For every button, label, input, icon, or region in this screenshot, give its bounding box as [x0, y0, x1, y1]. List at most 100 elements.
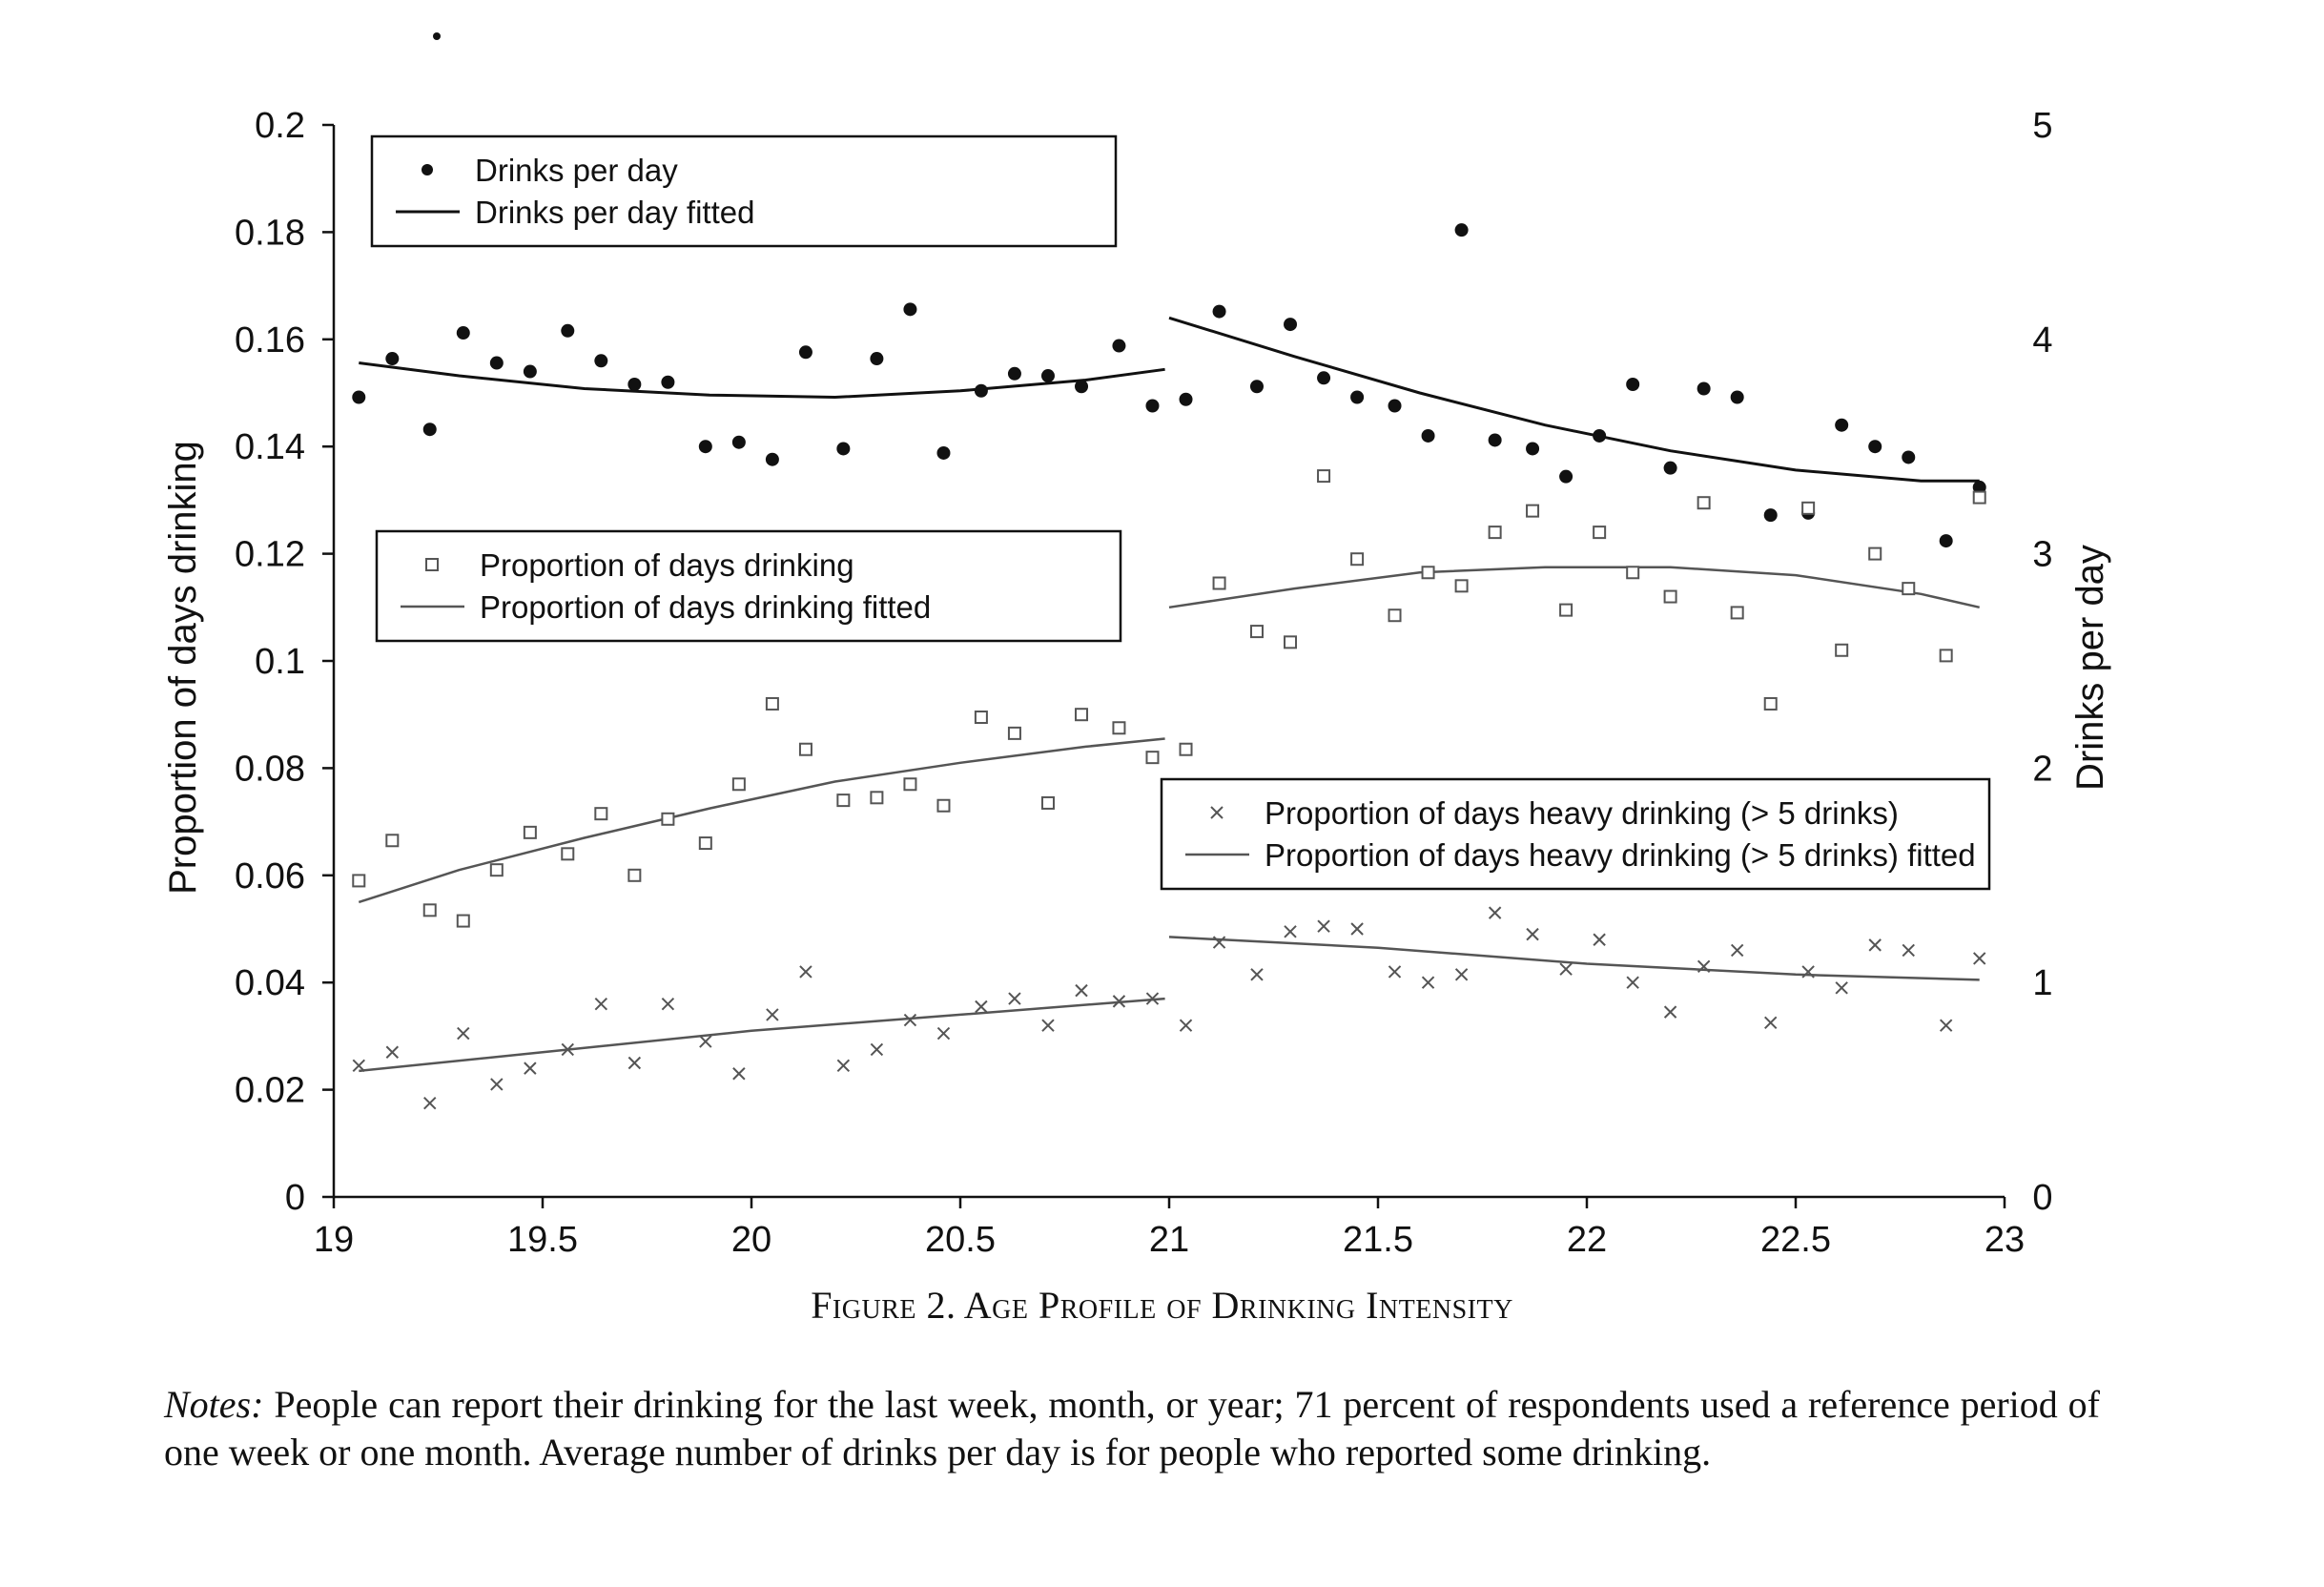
- y-tick-label: 0.12: [235, 535, 305, 575]
- proportion-drinking-point: [1526, 504, 1540, 518]
- y-tick-label: 0.14: [235, 427, 305, 467]
- heavy-drinking-point: [732, 1067, 746, 1081]
- drinks-per-day-point: [1663, 461, 1677, 475]
- proportion-drinking-point: [1488, 526, 1502, 540]
- drinks-per-day-point: [661, 375, 675, 389]
- y-tick-label: 0: [285, 1178, 305, 1218]
- drinks-per-day-point: [1112, 339, 1126, 353]
- proportion-drinking-point: [1697, 496, 1711, 510]
- proportion-drinking-point: [765, 696, 779, 711]
- drinks-per-day-point: [422, 423, 437, 437]
- y2-tick-label: 1: [2032, 963, 2052, 1003]
- heavy-drinking-point: [1075, 983, 1088, 998]
- y-tick-label: 0.18: [235, 213, 305, 253]
- drinks-per-day-point: [561, 323, 575, 338]
- proportion-drinking-point: [1593, 526, 1607, 540]
- heavy-drinking-point: [352, 1059, 365, 1073]
- proportion-drinking-point: [1145, 751, 1160, 765]
- drinks-per-day-point: [1902, 450, 1916, 464]
- legend-marker-x: [1210, 806, 1224, 819]
- y-tick-label: 0.02: [235, 1071, 305, 1111]
- drinks-per-day-point: [1868, 440, 1882, 454]
- proportion-drinking-point: [661, 812, 675, 826]
- proportion-drinking-point: [1007, 726, 1021, 740]
- x-tick-label: 23: [1985, 1220, 2025, 1260]
- y-tick-label: 0.08: [235, 749, 305, 789]
- heavy-drinking-point: [1801, 965, 1815, 979]
- drinks-per-day-point: [903, 302, 917, 317]
- heavy-drinking-point: [1835, 981, 1848, 995]
- proportion-drinking-point: [1835, 643, 1849, 657]
- proportion-drinking-point: [1112, 721, 1126, 735]
- proportion-drinking-point: [1350, 552, 1365, 567]
- drinks-per-day-point: [1284, 318, 1298, 332]
- proportion-drinking-point: [1663, 589, 1677, 604]
- drinks-per-day-point: [1007, 366, 1021, 381]
- y-tick-label: 0.04: [235, 963, 305, 1003]
- legend-marker-circle: [422, 164, 433, 175]
- figure-notes: Notes: People can report their drinking …: [164, 1381, 2100, 1476]
- drinks-per-day-point: [1075, 380, 1089, 394]
- drinks-per-day-point: [1697, 381, 1711, 396]
- proportion-drinking-point: [561, 847, 575, 861]
- heavy-drinking-point: [936, 1026, 951, 1041]
- heavy-drinking-point: [1008, 992, 1021, 1005]
- heavy-drinking-point: [627, 1056, 642, 1070]
- legends: Drinks per day Drinks per day fitted Propo…: [370, 134, 1991, 891]
- proportion-drinking-point: [352, 874, 366, 888]
- fitted-lines: [358, 316, 1980, 1073]
- drinks-per-day-point: [731, 435, 746, 449]
- drinks-per-day-point: [456, 326, 470, 340]
- proportion-drinking-point: [1040, 795, 1055, 810]
- proportion-drinking-point: [489, 863, 504, 877]
- drinks-per-day-point: [1249, 380, 1264, 394]
- proportion-drinking-point: [385, 834, 400, 848]
- legend-label: Drinks per day: [475, 153, 678, 188]
- heavy-drinking-point: [385, 1045, 400, 1059]
- y2-tick-label: 3: [2032, 535, 2052, 575]
- heavy-drinking-point: [1764, 1016, 1778, 1030]
- legend-label: Proportion of days drinking fitted: [480, 589, 931, 625]
- proportion-drinking-point: [936, 798, 951, 813]
- drinks-per-day-point: [1835, 418, 1849, 432]
- y2-tick-label: 4: [2032, 320, 2052, 361]
- x-tick-label: 19: [314, 1220, 354, 1260]
- proportion-drinking-point: [1212, 576, 1226, 590]
- legend-heavy-drinking-box: [1160, 777, 1991, 891]
- proportion-drinking-point: [1075, 708, 1089, 722]
- proportion-drinking-point: [1902, 582, 1916, 596]
- heavy-drinking-point: [1250, 968, 1264, 981]
- proportion-drinking-point: [1801, 501, 1816, 515]
- drinks-per-day-point: [936, 445, 951, 460]
- heavy-drinking-point: [457, 1026, 470, 1041]
- legend-label: Proportion of days heavy drinking (> 5 d…: [1265, 837, 1976, 873]
- heavy-drinking-point: [1939, 1019, 1953, 1032]
- y2-tick-label: 2: [2032, 749, 2052, 789]
- drinks-per-day-point: [870, 352, 884, 366]
- heavy-drinking-point: [1730, 943, 1744, 958]
- heavy-drinking-point: [1697, 959, 1711, 974]
- proportion-drinking-point: [1454, 579, 1469, 593]
- proportion-drinking-point: [1421, 566, 1435, 580]
- proportion-drinking-point: [1972, 490, 1986, 505]
- heavy-drinking-point: [661, 997, 675, 1011]
- y-tick-label: 0.16: [235, 320, 305, 361]
- heavy-drinking-point: [1488, 906, 1502, 919]
- fitted-line-segment: [1168, 936, 1980, 981]
- y2-tick-label: 5: [2032, 106, 2052, 146]
- drinks-per-day-point: [1179, 392, 1193, 406]
- y-tick-label: 0.06: [235, 856, 305, 897]
- y-tick-label: 0.2: [255, 106, 305, 146]
- heavy-drinking-point: [975, 1000, 988, 1014]
- drinks-per-day-point: [1145, 399, 1160, 413]
- drinks-per-day-point: [627, 378, 642, 392]
- fitted-line-segment: [358, 737, 1165, 904]
- drinks-per-day-point: [1317, 371, 1331, 385]
- fitted-line-segment: [359, 997, 1165, 1073]
- x-tick-label: 21: [1149, 1220, 1189, 1260]
- drinks-per-day-point: [1626, 378, 1640, 392]
- heavy-drinking-point: [561, 1042, 574, 1057]
- y-axis-label-left: Proportion of days drinking: [162, 441, 204, 895]
- legend-proportion-drinking-box: [375, 529, 1122, 643]
- drinks-per-day-point: [974, 383, 988, 398]
